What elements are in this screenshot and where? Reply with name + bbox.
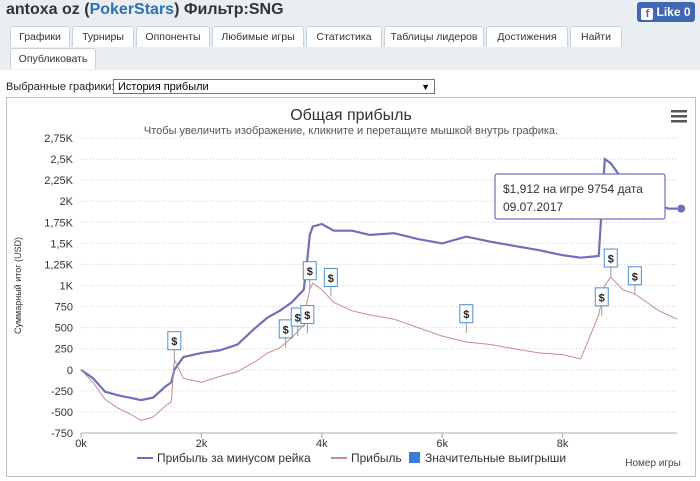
big-win-label: $	[295, 313, 301, 325]
tab-label: Найти	[581, 31, 611, 43]
y-tick-label: 1,5K	[50, 238, 73, 250]
y-tick-label: -500	[51, 407, 73, 419]
y-tick-label: 1K	[60, 281, 74, 293]
big-win-flag	[459, 304, 474, 324]
big-win-label: $	[304, 310, 310, 322]
chart-menu-icon	[671, 115, 687, 118]
y-tick-label: 2,5K	[50, 154, 73, 166]
big-win-flag	[323, 267, 338, 287]
big-win-label: $	[307, 266, 313, 278]
y-tick-label: 2K	[60, 196, 74, 208]
x-tick-label: 6k	[436, 438, 448, 450]
big-win-flag	[278, 319, 293, 339]
legend-label-profit: Прибыль	[351, 451, 402, 465]
chart-title: Общая прибыль	[290, 107, 412, 124]
tab-label: Графики	[19, 31, 61, 43]
dropdown-arrow-icon: ▼	[421, 82, 430, 92]
tab-favorite-games[interactable]: Любимые игры	[212, 26, 304, 47]
chart-menu-icon	[671, 120, 687, 123]
y-tick-label: 250	[55, 344, 73, 356]
tab-graphs[interactable]: Графики	[10, 26, 70, 47]
big-win-flag	[603, 248, 618, 268]
y-tick-label: 2,25K	[44, 175, 73, 187]
selected-graphs-label: Выбранные графики:	[6, 81, 115, 93]
big-win-label: $	[328, 273, 334, 285]
y-tick-label: -750	[51, 428, 73, 440]
legend-label-net-profit: Прибыль за минусом рейка	[157, 451, 311, 465]
page-title: antoxa oz (PokerStars) Фильтр:SNG	[6, 1, 284, 18]
big-win-flag	[167, 331, 182, 351]
tab-tournaments[interactable]: Турниры	[72, 26, 134, 47]
legend-swatch-big-wins	[409, 452, 420, 463]
big-win-label: $	[608, 254, 614, 266]
big-win-flag	[594, 287, 609, 307]
graph-select[interactable]: История прибыли ▼	[113, 79, 435, 94]
big-win-label: $	[283, 324, 289, 336]
x-tick-label: 2k	[196, 438, 208, 450]
tab-label: Статистика	[316, 31, 372, 43]
tab-label: Опубликовать	[18, 53, 88, 65]
page-header: antoxa oz (PokerStars) Фильтр:SNG f Like …	[0, 0, 700, 70]
chart-container[interactable]: Общая прибыль Чтобы увеличить изображение…	[6, 97, 696, 477]
big-win-label: $	[632, 271, 638, 283]
big-win-flag	[627, 266, 642, 286]
tab-publish[interactable]: Опубликовать	[10, 48, 96, 69]
y-tick-label: -250	[51, 386, 73, 398]
tab-statistics[interactable]: Статистика	[306, 26, 382, 47]
tab-label: Оппоненты	[145, 31, 201, 43]
big-win-flag	[302, 261, 317, 281]
big-win-label: $	[599, 292, 605, 304]
x-tick-label: 8k	[557, 438, 569, 450]
tab-search[interactable]: Найти	[570, 26, 622, 47]
facebook-like-button[interactable]: f Like 0	[637, 2, 695, 22]
tab-achievements[interactable]: Достижения	[486, 26, 568, 47]
chart-menu-icon	[671, 110, 687, 113]
x-tick-label: 0k	[75, 438, 87, 450]
tooltip-text-line1: $1,912 на игре 9754 дата	[503, 182, 643, 196]
tooltip-point	[677, 204, 686, 213]
chart-subtitle: Чтобы увеличить изображение, кликните и …	[144, 125, 558, 137]
tab-leaderboards[interactable]: Таблицы лидеров	[384, 26, 484, 47]
legend-label-big-wins: Значительные выигрыши	[425, 451, 566, 465]
x-axis-label: Номер игры	[625, 458, 681, 469]
tab-label: Таблицы лидеров	[390, 31, 478, 43]
big-win-label: $	[171, 336, 177, 348]
tab-opponents[interactable]: Оппоненты	[136, 26, 210, 47]
big-win-label: $	[463, 309, 469, 321]
y-tick-label: 1,25K	[44, 259, 73, 271]
y-tick-label: 0	[67, 365, 73, 377]
tooltip-text-line2: 09.07.2017	[503, 200, 563, 214]
y-tick-label: 2,75K	[44, 133, 73, 145]
tooltip-box	[494, 173, 666, 220]
filter-label: Фильтр:SNG	[183, 1, 284, 18]
big-win-flag	[300, 305, 315, 325]
y-tick-label: 750	[55, 302, 73, 314]
site-link[interactable]: PokerStars	[89, 1, 175, 18]
tab-label: Достижения	[497, 31, 557, 43]
tab-label: Любимые игры	[221, 31, 295, 43]
graph-select-value: История прибыли	[118, 81, 209, 93]
x-tick-label: 4k	[316, 438, 328, 450]
player-name: antoxa oz	[6, 1, 80, 18]
tab-label: Турниры	[82, 31, 124, 43]
like-label: Like 0	[656, 5, 691, 19]
y-tick-label: 500	[55, 323, 73, 335]
y-axis-label: Суммарный итог (USD)	[13, 237, 23, 334]
facebook-icon: f	[641, 8, 654, 20]
y-tick-label: 1,75K	[44, 217, 73, 229]
